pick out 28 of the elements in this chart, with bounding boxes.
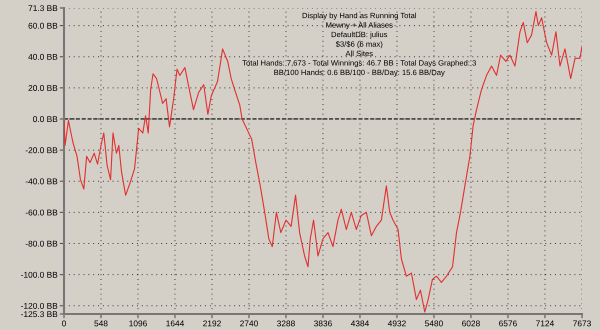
x-tick-label: 4384: [350, 320, 369, 326]
y-tick-label: -40.0 BB: [26, 178, 58, 184]
x-tick-label: 2192: [203, 320, 221, 326]
x-tick-label: 6576: [499, 320, 517, 326]
x-tick-label: 2740: [240, 320, 258, 326]
x-tick-label: 0: [62, 320, 66, 326]
x-tick-label: 3288: [277, 320, 295, 326]
y-tick-label: -20.0 BB: [26, 147, 58, 154]
y-tick-label: 20.0 BB: [28, 85, 58, 91]
y-tick-label: -60.0 BB: [26, 210, 58, 216]
y-tick-label: 71.3 BB: [28, 5, 58, 12]
y-tick-label: 40.0 BB: [28, 54, 58, 60]
y-tick-label: 0.0 BB: [33, 116, 58, 122]
x-tick-label: 6028: [462, 320, 480, 326]
y-tick-label: -100.0 BB: [21, 272, 58, 278]
x-tick-label: 1644: [166, 320, 184, 326]
x-tick-label: 548: [94, 320, 108, 326]
x-tick-label: 4932: [388, 320, 406, 326]
x-tick-label: 7673: [573, 320, 591, 326]
line-series: [64, 11, 582, 313]
y-tick-label: -125.3 BB: [21, 311, 58, 318]
x-tick-label: 5480: [425, 320, 443, 326]
y-tick-label: 60.0 BB: [28, 22, 58, 29]
x-tick-label: 1096: [129, 320, 147, 326]
y-tick-label: -120.0 BB: [21, 302, 58, 309]
y-tick-label: -80.0 BB: [26, 240, 58, 247]
x-tick-label: 7124: [536, 320, 554, 326]
x-tick-label: 3836: [314, 320, 332, 326]
